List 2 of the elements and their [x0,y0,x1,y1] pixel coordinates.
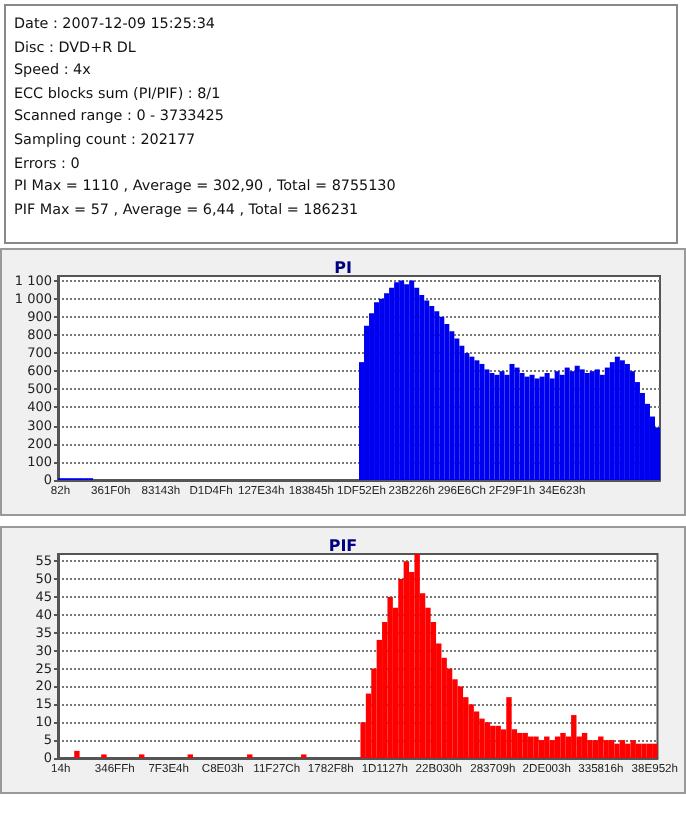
chart-title: PI [334,259,352,277]
chart-title: PIF [328,537,358,555]
